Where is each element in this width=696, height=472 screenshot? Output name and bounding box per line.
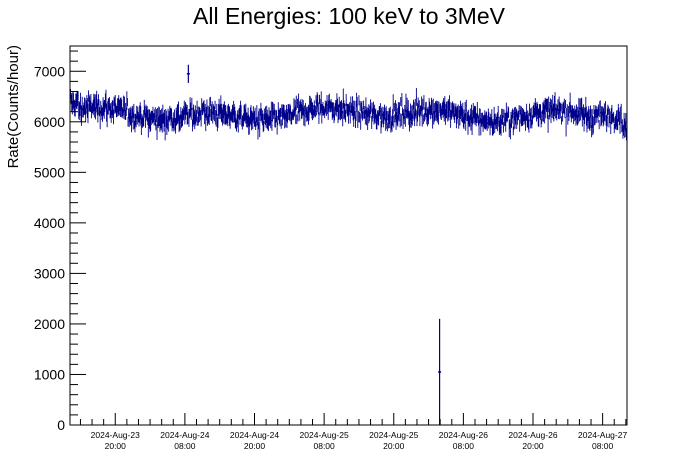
chart-title: All Energies: 100 keV to 3MeV [193, 3, 506, 29]
x-tick-label-time: 20:00 [244, 441, 266, 451]
x-tick-label-date: 2024-Aug-25 [369, 430, 418, 440]
x-tick-label-date: 2024-Aug-27 [578, 430, 627, 440]
x-tick-label-date: 2024-Aug-25 [300, 430, 349, 440]
x-tick-label-time: 08:00 [313, 441, 335, 451]
y-tick-label: 7000 [34, 63, 65, 79]
x-tick-label-time: 20:00 [383, 441, 405, 451]
x-tick-label-time: 08:00 [174, 441, 196, 451]
x-tick-label-time: 20:00 [105, 441, 127, 451]
y-tick-label: 2000 [34, 316, 65, 332]
plot-frame [69, 45, 628, 426]
x-tick-label-time: 08:00 [592, 441, 614, 451]
x-tick-label-date: 2024-Aug-26 [439, 430, 488, 440]
y-tick-label: 5000 [34, 164, 65, 180]
x-tick-label-date: 2024-Aug-24 [230, 430, 279, 440]
y-tick-label: 4000 [34, 215, 65, 231]
y-tick-label: 6000 [34, 114, 65, 130]
x-ticks: 2024-Aug-2320:002024-Aug-2408:002024-Aug… [79, 413, 627, 451]
y-ticks: 0 1000 2000 3000 4000 5000 6000 7000 [34, 50, 86, 433]
y-tick-label: 0 [57, 417, 65, 433]
x-tick-label-time: 20:00 [522, 441, 544, 451]
x-tick-label-time: 08:00 [453, 441, 475, 451]
y-tick-label: 3000 [34, 265, 65, 281]
y-axis-label: Rate(Counts/hour) [5, 45, 22, 168]
x-tick-label-date: 2024-Aug-26 [508, 430, 557, 440]
series-rate-trace [69, 88, 628, 141]
x-tick-label-date: 2024-Aug-24 [160, 430, 209, 440]
x-tick-label-date: 2024-Aug-23 [91, 430, 140, 440]
series-layer [69, 64, 628, 425]
y-tick-label: 1000 [34, 366, 65, 382]
axis-layer [69, 45, 628, 426]
